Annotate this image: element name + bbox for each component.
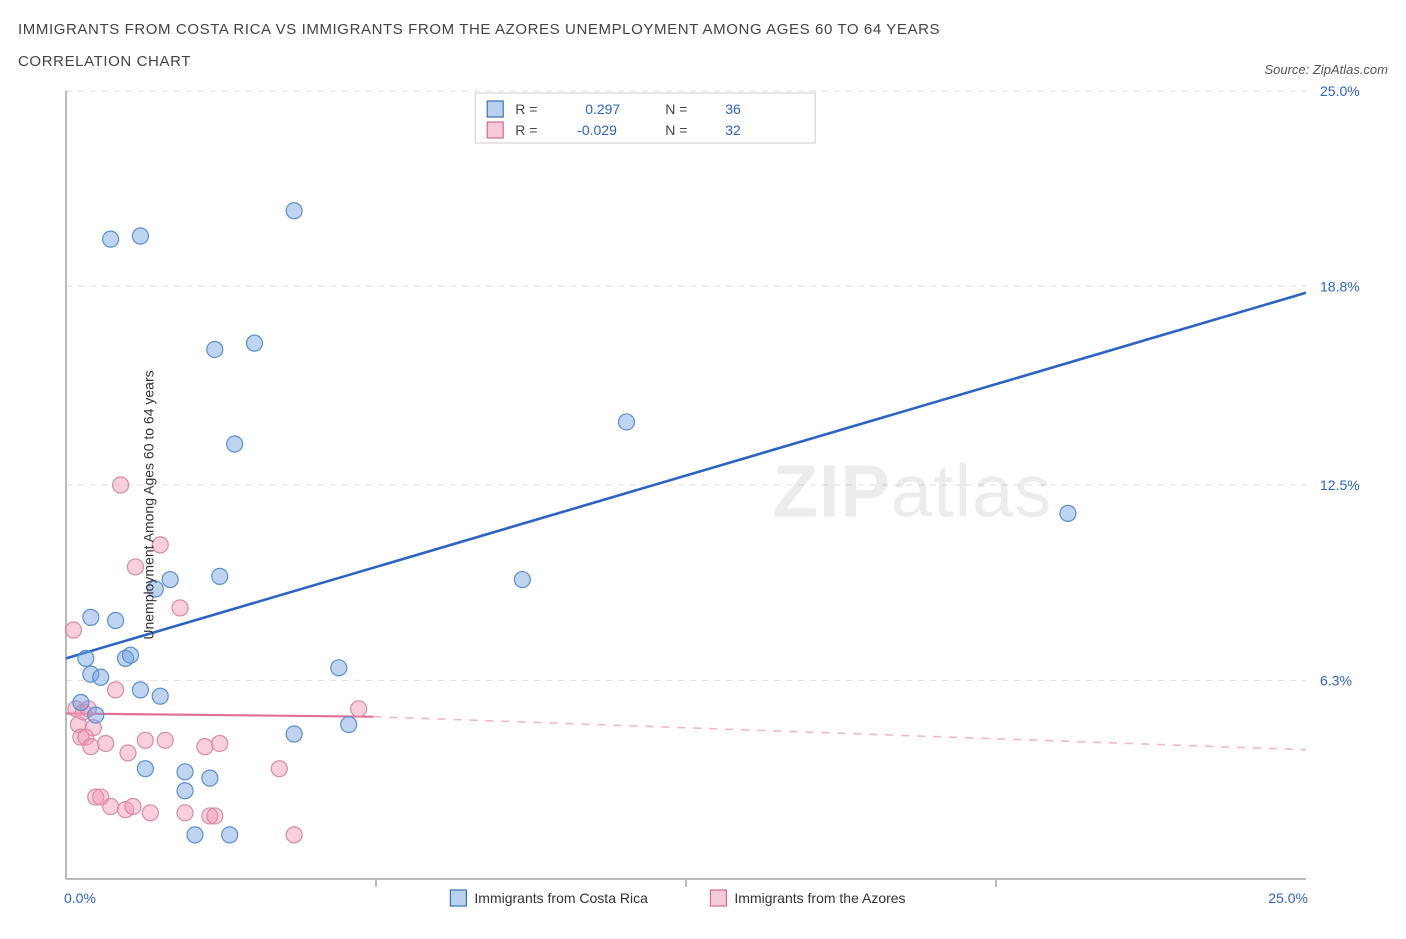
data-point-blue	[286, 726, 302, 742]
data-point-blue	[137, 761, 153, 777]
data-point-blue	[108, 613, 124, 629]
trend-line-pink	[66, 714, 374, 717]
data-point-blue	[286, 203, 302, 219]
legend-swatch-blue	[487, 101, 503, 117]
scatter-chart: 0.0% 25.0% 6.3% 12.5% 18.8% 25.0% ZIPatlas R = 0…	[18, 85, 1388, 925]
data-point-blue	[132, 682, 148, 698]
data-point-pink	[113, 477, 129, 493]
data-point-blue	[618, 414, 634, 430]
data-point-pink	[137, 732, 153, 748]
data-point-blue	[187, 827, 203, 843]
x-tick-label: 25.0%	[1268, 890, 1308, 906]
x-tick-label: 0.0%	[64, 890, 96, 906]
data-point-blue	[1060, 505, 1076, 521]
legend-R-blue: 0.297	[585, 101, 620, 117]
y-axis-label: Unemployment Among Ages 60 to 64 years	[141, 370, 157, 639]
y-tick-label: 25.0%	[1320, 85, 1360, 99]
data-point-pink	[65, 622, 81, 638]
data-point-blue	[202, 770, 218, 786]
legend-R-label: R =	[515, 101, 537, 117]
data-point-pink	[83, 739, 99, 755]
data-point-pink	[108, 682, 124, 698]
chart-container: Unemployment Among Ages 60 to 64 years 0…	[18, 85, 1388, 925]
data-point-pink	[125, 799, 141, 815]
chart-title: IMMIGRANTS FROM COSTA RICA VS IMMIGRANTS…	[18, 14, 940, 77]
data-point-pink	[177, 805, 193, 821]
bottom-swatch-pink	[710, 890, 726, 906]
title-line2: CORRELATION CHART	[18, 53, 191, 70]
data-point-blue	[246, 335, 262, 351]
bottom-legend-pink: Immigrants from the Azores	[734, 890, 905, 906]
bottom-legend-blue: Immigrants from Costa Rica	[474, 890, 648, 906]
data-point-pink	[207, 808, 223, 824]
data-point-blue	[177, 764, 193, 780]
data-point-blue	[93, 669, 109, 685]
data-point-pink	[212, 735, 228, 751]
data-point-pink	[142, 805, 158, 821]
data-point-blue	[212, 568, 228, 584]
data-point-blue	[331, 660, 347, 676]
data-point-pink	[271, 761, 287, 777]
data-point-blue	[152, 688, 168, 704]
data-point-pink	[172, 600, 188, 616]
data-point-blue	[177, 783, 193, 799]
data-point-blue	[83, 609, 99, 625]
watermark: ZIPatlas	[773, 450, 1052, 533]
bottom-swatch-blue	[450, 890, 466, 906]
legend-N-blue: 36	[725, 101, 741, 117]
y-tick-label: 12.5%	[1320, 477, 1360, 493]
data-point-pink	[157, 732, 173, 748]
data-point-pink	[120, 745, 136, 761]
data-point-blue	[227, 436, 243, 452]
y-tick-label: 18.8%	[1320, 278, 1360, 294]
data-point-blue	[78, 650, 94, 666]
data-point-blue	[207, 341, 223, 357]
legend-swatch-pink	[487, 122, 503, 138]
data-point-pink	[197, 739, 213, 755]
y-tick-label: 6.3%	[1320, 672, 1352, 688]
data-point-pink	[351, 701, 367, 717]
legend-N-pink: 32	[725, 122, 741, 138]
legend-R-pink: -0.029	[577, 122, 617, 138]
data-point-blue	[514, 572, 530, 588]
data-point-blue	[162, 572, 178, 588]
source-credit: Source: ZipAtlas.com	[1264, 62, 1388, 77]
data-point-pink	[98, 735, 114, 751]
data-point-blue	[222, 827, 238, 843]
data-point-blue	[88, 707, 104, 723]
trend-line-pink-dashed	[374, 717, 1306, 750]
legend-N-label: N =	[665, 122, 687, 138]
data-point-blue	[73, 694, 89, 710]
data-point-blue	[132, 228, 148, 244]
data-point-pink	[286, 827, 302, 843]
legend-R-label: R =	[515, 122, 537, 138]
legend-N-label: N =	[665, 101, 687, 117]
data-point-blue	[103, 231, 119, 247]
data-point-blue	[122, 647, 138, 663]
data-point-blue	[341, 717, 357, 733]
title-line1: IMMIGRANTS FROM COSTA RICA VS IMMIGRANTS…	[18, 21, 940, 38]
data-point-pink	[103, 799, 119, 815]
